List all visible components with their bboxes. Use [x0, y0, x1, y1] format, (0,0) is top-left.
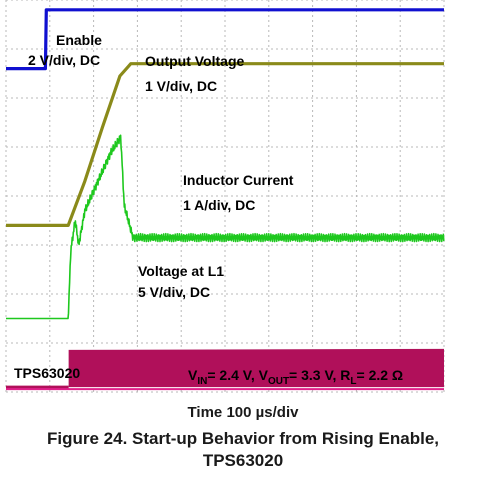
inductor-current-label: Inductor Current [183, 172, 294, 188]
output-voltage-trace [6, 62, 444, 227]
figure-title-line2: TPS63020 [202, 451, 284, 470]
plot-area [0, 0, 486, 400]
enable-label: Enable [56, 32, 102, 48]
inductor-current-trace [5, 134, 445, 320]
figure-title: Figure 24. Start-up Behavior from Rising… [0, 428, 486, 472]
output-voltage-label: Output Voltage [145, 53, 244, 69]
voltage-l1-label: Voltage at L1 [138, 263, 224, 279]
vin-value: = 2.4 V, V [207, 367, 268, 383]
grid [5, 0, 445, 393]
vin-subscript: IN [197, 376, 207, 387]
rl-subscript: L [350, 376, 356, 387]
oscilloscope-plot: Enable 2 V/div, DC Output Voltage 1 V/di… [0, 0, 486, 400]
inductor-current-scale: 1 A/div, DC [183, 197, 255, 213]
vout-subscript: OUT [268, 376, 289, 387]
output-voltage-scale: 1 V/div, DC [145, 78, 217, 94]
device-label: TPS63020 [14, 365, 80, 381]
time-axis-label: Time 100 µs/div [187, 404, 299, 421]
enable-scale: 2 V/div, DC [28, 52, 100, 68]
conditions-label: VIN= 2.4 V, VOUT= 3.3 V, RL= 2.2 Ω [188, 367, 403, 387]
figure-title-line1: Figure 24. Start-up Behavior from Rising… [46, 429, 439, 448]
traces [5, 8, 445, 391]
rl-value: = 2.2 Ω [357, 367, 404, 383]
labels: Enable 2 V/div, DC Output Voltage 1 V/di… [14, 32, 403, 387]
vout-value: = 3.3 V, R [289, 367, 350, 383]
vin-symbol: V [188, 367, 198, 383]
voltage-l1-switching-band [68, 348, 444, 388]
enable-trace [6, 8, 444, 71]
voltage-l1-scale: 5 V/div, DC [138, 284, 210, 300]
